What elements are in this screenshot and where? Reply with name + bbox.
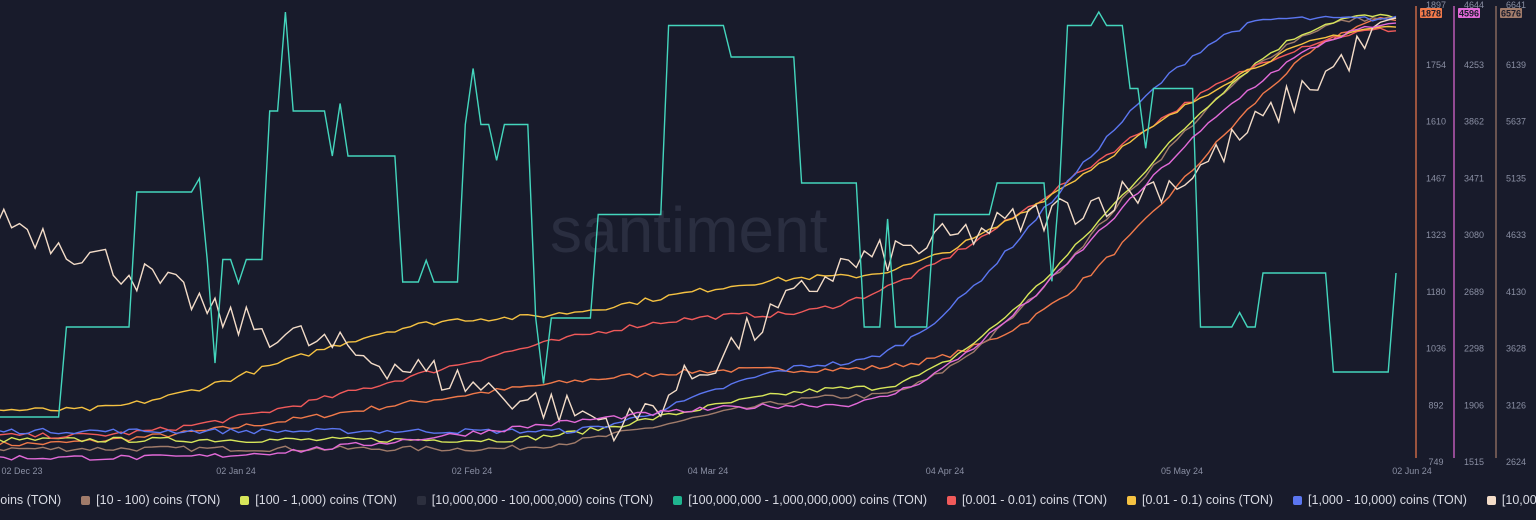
y-tick-label: 892 xyxy=(1428,400,1443,410)
legend-swatch xyxy=(1293,495,1303,505)
y-tick-label: 4644 xyxy=(1464,0,1484,10)
legend-item[interactable]: [100,000,000 - 1,000,000,000) coins (TON… xyxy=(673,493,927,507)
y-tick-label: 3126 xyxy=(1506,400,1526,410)
legend-item[interactable]: [0.001 - 0.01) coins (TON) xyxy=(947,493,1107,507)
axis-badge-value: 6576 xyxy=(1501,9,1521,19)
series-line xyxy=(0,17,1397,443)
legend-swatch xyxy=(1126,495,1136,505)
y-tick-label: 5637 xyxy=(1506,117,1526,127)
y-tick-label: 1180 xyxy=(1426,287,1445,297)
y-tick-label: 1897 xyxy=(1426,0,1446,10)
y-tick-label: 2298 xyxy=(1464,344,1484,354)
series-line xyxy=(0,22,1397,461)
series-line xyxy=(0,16,1397,447)
watermark-text: santiment xyxy=(550,194,828,266)
legend-swatch xyxy=(416,495,426,505)
axis-badge-bg xyxy=(1420,8,1442,18)
legend-item[interactable]: coins (TON) xyxy=(0,493,61,507)
legend-item[interactable]: [100 - 1,000) coins (TON) xyxy=(240,493,397,507)
y-tick-label: 1323 xyxy=(1426,230,1446,240)
axis-layer: 1897 1754 1610 1467 1323 1180 1036 892 749 1878 46… xyxy=(1415,0,1526,467)
y-tick-label: 749 xyxy=(1428,457,1443,467)
y-tick-label: 6139 xyxy=(1506,60,1526,70)
legend-label: coins (TON) xyxy=(0,493,62,507)
y-tick-label: 4130 xyxy=(1506,287,1526,297)
y-tick-label: 3080 xyxy=(1464,230,1484,240)
y-tick-label: 1036 xyxy=(1426,344,1446,354)
y-tick-label: 3628 xyxy=(1506,344,1526,354)
y-tick-label: 3862 xyxy=(1464,117,1484,127)
y-tick-label: 1754 xyxy=(1426,60,1446,70)
y-tick-label: 4633 xyxy=(1506,230,1526,240)
x-axis: 02 Dec 23 02 Jan 24 02 Feb 24 04 Mar 24 04 A… xyxy=(1,466,1431,476)
series-line xyxy=(0,15,1397,435)
legend-item[interactable]: [0.01 - 0.1) coins (TON) xyxy=(1126,493,1274,507)
legend-item[interactable]: [10,000 - 100,000) coins (TON) xyxy=(1486,493,1536,507)
legend-swatch xyxy=(240,495,250,505)
series-layer xyxy=(0,10,1397,461)
x-tick-label: 04 Mar 24 xyxy=(688,466,729,476)
axis-badge-bg xyxy=(1500,8,1522,18)
x-tick-label: 02 Feb 24 xyxy=(452,466,493,476)
y-tick-label: 2624 xyxy=(1506,457,1526,467)
legend-item[interactable]: [1,000 - 10,000) coins (TON) xyxy=(1293,493,1467,507)
legend-label: [0.01 - 0.1) coins (TON) xyxy=(1141,493,1274,507)
axis-badge-bg xyxy=(1458,8,1480,18)
legend-label: [1,000 - 10,000) coins (TON) xyxy=(1308,493,1467,507)
x-tick-label: 02 Dec 23 xyxy=(1,466,42,476)
series-line xyxy=(0,10,1397,418)
legend: coins (TON) [10 - 100) coins (TON) [100 - … xyxy=(0,486,1536,514)
axis-badge-value: 1878 xyxy=(1421,9,1441,19)
y-tick-label: 2689 xyxy=(1464,287,1484,297)
legend-swatch xyxy=(81,495,91,505)
legend-label: [10 - 100) coins (TON) xyxy=(96,493,221,507)
axis-badge-value: 4596 xyxy=(1459,9,1479,19)
series-line xyxy=(0,13,1397,444)
x-tick-label: 04 Apr 24 xyxy=(926,466,965,476)
legend-item[interactable]: [10,000,000 - 100,000,000) coins (TON) xyxy=(416,493,654,507)
y-tick-label: 6641 xyxy=(1506,0,1526,10)
series-line xyxy=(0,16,1397,453)
x-tick-label: 02 Jan 24 xyxy=(216,466,256,476)
legend-swatch xyxy=(947,495,957,505)
legend-label: [10,000,000 - 100,000,000) coins (TON) xyxy=(431,493,654,507)
series-line xyxy=(0,25,1397,412)
legend-swatch xyxy=(1486,495,1496,505)
x-tick-label: 02 Jun 24 xyxy=(1392,466,1432,476)
x-tick-label: 05 May 24 xyxy=(1161,466,1203,476)
legend-label: [10,000 - 100,000) coins (TON) xyxy=(1501,493,1536,507)
y-tick-label: 5135 xyxy=(1506,173,1526,183)
series-line xyxy=(0,27,1397,439)
y-tick-label: 1467 xyxy=(1426,173,1446,183)
y-tick-label: 3471 xyxy=(1464,173,1484,183)
y-tick-label: 1906 xyxy=(1464,400,1484,410)
legend-swatch xyxy=(673,495,683,505)
legend-label: [100 - 1,000) coins (TON) xyxy=(255,493,397,507)
legend-label: [100,000,000 - 1,000,000,000) coins (TON… xyxy=(688,493,928,507)
y-tick-label: 1515 xyxy=(1464,457,1484,467)
y-tick-label: 4253 xyxy=(1464,60,1484,70)
legend-item[interactable]: [10 - 100) coins (TON) xyxy=(81,493,220,507)
line-chart: santiment 1897 1754 1610 1467 1323 1180 1036 89… xyxy=(0,0,1526,476)
y-tick-label: 1610 xyxy=(1426,117,1446,127)
legend-label: [0.001 - 0.01) coins (TON) xyxy=(962,493,1107,507)
